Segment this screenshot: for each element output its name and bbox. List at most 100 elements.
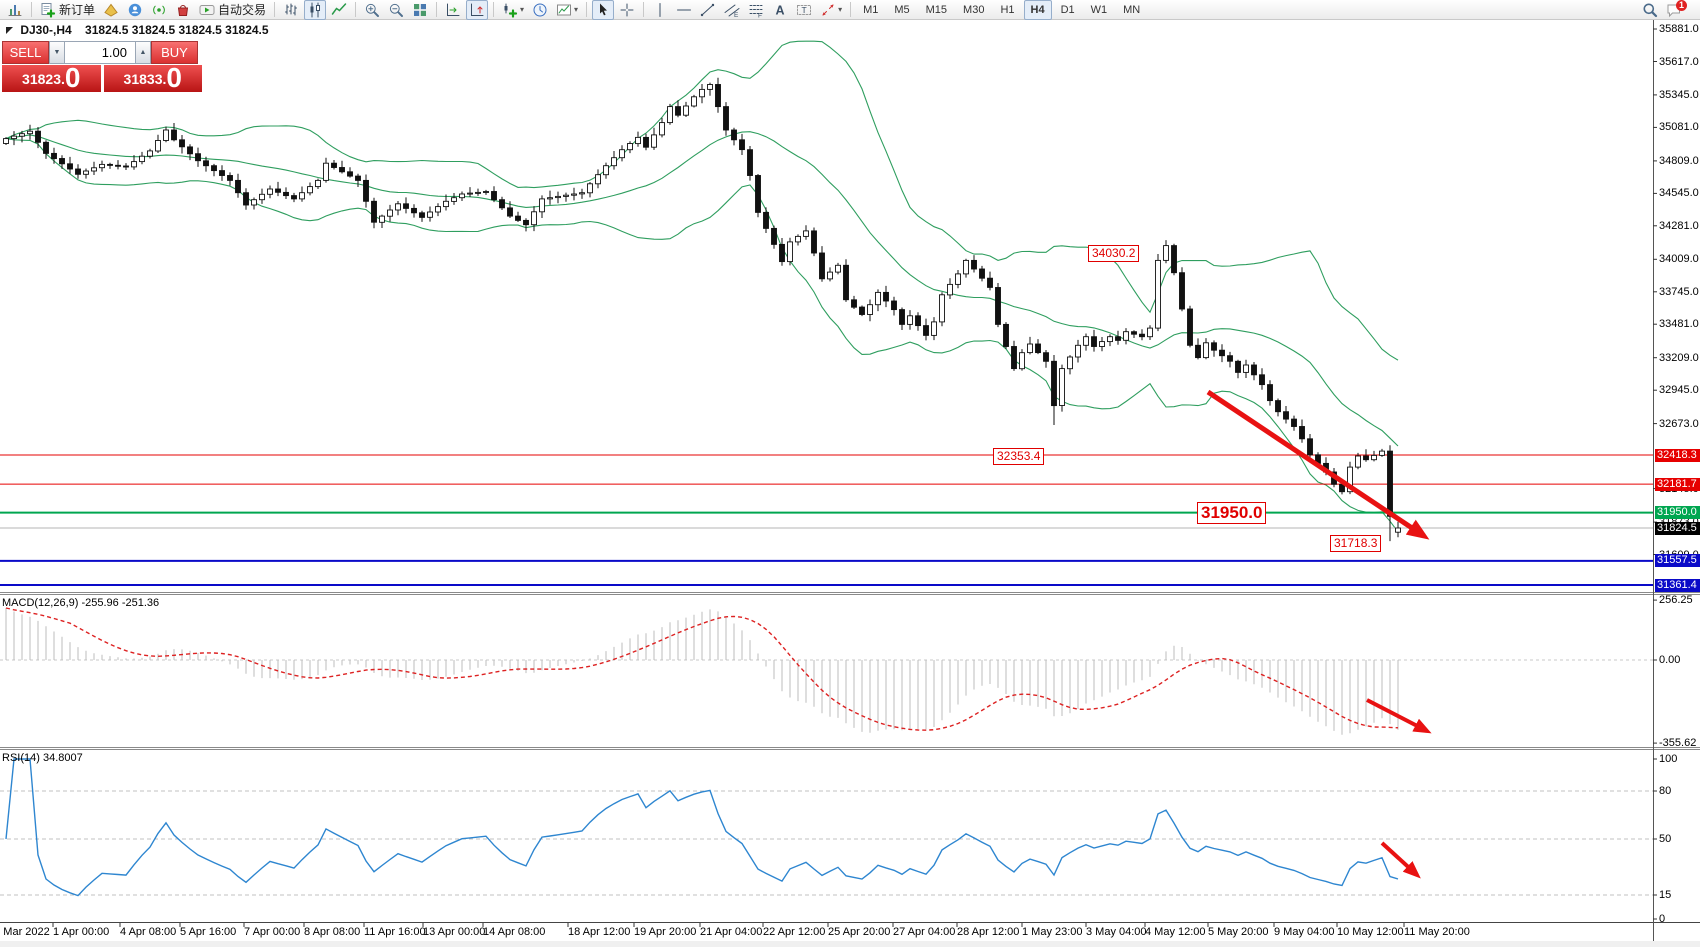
market-icon[interactable]: [172, 0, 194, 20]
zoom-in-icon[interactable]: [361, 0, 383, 20]
toolbar-separator: [850, 2, 852, 17]
lot-size-input[interactable]: [65, 41, 135, 64]
main-toolbar: 新订单 自动交易 ▾ ▾ E F A T ▾ M1 M5 M15 M30 H1 H4 D1 W1 MN 1: [0, 0, 1700, 20]
toolbar-right-group: 1: [1638, 0, 1697, 20]
lot-increase-button[interactable]: ▲: [135, 41, 151, 64]
symbol-period-label: DJ30-,H4: [20, 23, 72, 37]
price-callout[interactable]: 32353.4: [993, 448, 1045, 465]
zoom-out-icon[interactable]: [385, 0, 407, 20]
metaeditor-icon[interactable]: [100, 0, 122, 20]
toolbar-separator: [355, 2, 357, 17]
collapse-triangle-icon[interactable]: [6, 27, 13, 34]
text-tool-icon[interactable]: A: [769, 0, 791, 20]
toolbar-separator: [436, 2, 438, 17]
timeframe-m1[interactable]: M1: [863, 3, 879, 16]
sell-price[interactable]: 31823. 0: [2, 65, 101, 92]
toolbar-separator: [274, 2, 276, 17]
candlestick-mode-icon[interactable]: [304, 0, 327, 20]
autotrading-button[interactable]: 自动交易: [196, 0, 269, 20]
timeframe-h1[interactable]: H1: [1000, 3, 1015, 16]
line-chart-mode-icon[interactable]: [328, 0, 350, 20]
timeframe-m5[interactable]: M5: [894, 3, 910, 16]
sell-button[interactable]: SELL: [2, 41, 49, 64]
timeframe-m30[interactable]: M30: [963, 3, 985, 16]
macd-label: MACD(12,26,9) -255.96 -251.36: [2, 597, 160, 609]
horizontal-line-tool-icon[interactable]: [673, 0, 695, 20]
macd-histogram: [5, 608, 1399, 735]
time-label: 25 Apr 20:00: [828, 926, 891, 938]
buy-button[interactable]: BUY: [151, 41, 198, 64]
timeframe-mn[interactable]: MN: [1123, 3, 1141, 16]
time-label: 4 May 12:00: [1145, 926, 1206, 938]
time-label: 22 Apr 12:00: [763, 926, 826, 938]
trend-arrow-0[interactable]: [1206, 389, 1430, 540]
price-tick: 34281.0: [1659, 219, 1699, 232]
price-badge: 31361.4: [1655, 578, 1700, 592]
mql5-community-icon[interactable]: [124, 0, 146, 20]
toolbar-separator: [31, 2, 32, 17]
price-badge: 31950.0: [1655, 506, 1700, 520]
price-tick: 33481.0: [1659, 318, 1699, 331]
time-label: 11 Apr 16:00: [364, 926, 426, 938]
svg-text:A: A: [776, 3, 785, 17]
chart-shift-icon[interactable]: [466, 0, 489, 20]
tile-windows-icon[interactable]: [409, 0, 431, 20]
notifications-icon[interactable]: 1: [1663, 0, 1696, 20]
crosshair-icon[interactable]: [616, 0, 638, 20]
macd-scale-tick: -355.62: [1659, 737, 1697, 750]
search-icon[interactable]: [1639, 0, 1661, 20]
chevron-down-icon: ▾: [574, 5, 579, 14]
autotrading-label: 自动交易: [218, 3, 267, 17]
text-label-tool-icon[interactable]: T: [793, 0, 815, 20]
candlesticks: [3, 77, 1401, 542]
price-callout[interactable]: 31718.3: [1330, 535, 1382, 552]
rsi-scale-tick: 0: [1659, 913, 1666, 925]
price-tick: 34809.0: [1659, 154, 1699, 167]
svg-text:F: F: [758, 12, 762, 18]
timeframe-d1[interactable]: D1: [1060, 3, 1075, 16]
trendline-tool-icon[interactable]: [697, 0, 719, 20]
time-label: 5 May 20:00: [1208, 926, 1269, 938]
vertical-line-tool-icon[interactable]: [649, 0, 671, 20]
signals-icon[interactable]: [148, 0, 170, 20]
rsi-scale-tick: 80: [1659, 785, 1672, 797]
axis-ticks: [52, 28, 1657, 927]
price-tick: 35881.0: [1659, 23, 1699, 35]
chart-template-icon[interactable]: ▾: [553, 0, 581, 20]
period-clock-icon[interactable]: [529, 0, 551, 20]
macd-scale-tick: 256.25: [1659, 594, 1693, 607]
toolbar-separator: [643, 2, 645, 17]
price-callout[interactable]: 31950.0: [1197, 502, 1267, 524]
price-badge: 31557.5: [1655, 554, 1700, 568]
price-tick: 35345.0: [1659, 88, 1699, 101]
chart-title: DJ30-,H4 31824.5 31824.5 31824.5 31824.5: [6, 23, 269, 37]
bar-chart-mode-icon[interactable]: [280, 0, 302, 20]
time-label: 3 May 04:00: [1086, 926, 1147, 938]
price-callout[interactable]: 34030.2: [1088, 245, 1140, 262]
time-label: 10 May 12:00: [1337, 926, 1404, 938]
one-click-trading-panel: SELL ▼ ▲ BUY 31823.0 31833.0: [2, 41, 202, 92]
cursor-icon[interactable]: [592, 0, 615, 20]
bottom-strip: [0, 941, 1700, 947]
price-tick: 35617.0: [1659, 55, 1699, 68]
time-label: 13 Apr 00:00: [423, 926, 486, 938]
rsi-scale-tick: 100: [1659, 753, 1678, 765]
trend-arrow-1[interactable]: [1366, 698, 1432, 734]
timeframe-m15[interactable]: M15: [925, 3, 948, 16]
buy-price[interactable]: 31833. 0: [103, 65, 202, 92]
fibonacci-tool-icon[interactable]: F: [745, 0, 767, 20]
new-chart-icon[interactable]: ▾: [499, 0, 527, 20]
trend-arrow-2[interactable]: [1380, 841, 1421, 879]
timeframe-h4[interactable]: H4: [1023, 0, 1052, 20]
auto-scroll-icon[interactable]: [442, 0, 464, 20]
new-order-button[interactable]: 新订单: [37, 0, 98, 20]
equidistant-channel-tool-icon[interactable]: E: [721, 0, 743, 20]
price-badge: 32418.3: [1655, 448, 1700, 462]
charts-icon[interactable]: [4, 0, 26, 20]
timeframe-w1[interactable]: W1: [1090, 3, 1108, 16]
lot-decrease-button[interactable]: ▼: [49, 41, 65, 64]
price-badge: 32181.7: [1655, 477, 1700, 491]
notification-count-badge: 1: [1676, 0, 1687, 11]
arrows-tool-icon[interactable]: ▾: [817, 0, 845, 20]
